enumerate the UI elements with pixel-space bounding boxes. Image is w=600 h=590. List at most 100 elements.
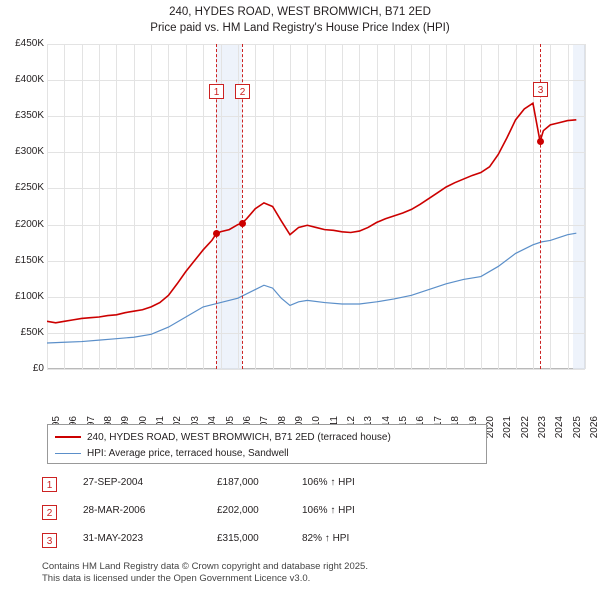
row-marker-1: 1 <box>42 477 57 492</box>
gridline-vertical <box>307 44 309 369</box>
gridline-vertical <box>324 44 326 369</box>
row-date-1: 27-SEP-2004 <box>83 477 144 488</box>
highlight-band-2 <box>572 44 585 369</box>
gridline-horizontal <box>47 152 585 154</box>
legend-label-price-paid: 240, HYDES ROAD, WEST BROMWICH, B71 2ED … <box>87 431 391 443</box>
row-price-3: £315,000 <box>217 533 259 544</box>
marker-vline-1 <box>216 44 218 369</box>
transactions-table: 1 27-SEP-2004 £187,000 106% ↑ HPI 2 28-M… <box>42 474 562 558</box>
gridline-vertical <box>550 44 552 369</box>
gridline-vertical <box>289 44 291 369</box>
gridline-vertical <box>99 44 101 369</box>
series-container <box>47 101 577 344</box>
footer-line-2: This data is licensed under the Open Gov… <box>42 573 311 584</box>
y-tick-label: £150K <box>15 254 44 266</box>
gridline-vertical <box>480 44 482 369</box>
gridline-horizontal <box>47 332 585 334</box>
marker-vline-3 <box>540 44 542 369</box>
row-date-2: 28-MAR-2006 <box>83 505 146 516</box>
gridline-vertical <box>47 44 48 369</box>
gridline-vertical <box>185 44 187 369</box>
gridline-vertical <box>203 44 205 369</box>
gridline-vertical <box>428 44 430 369</box>
x-axis-labels: 1995199619971998199920002001200220032004… <box>47 372 600 438</box>
y-tick-label: £0 <box>32 363 44 374</box>
table-row: 1 27-SEP-2004 £187,000 106% ↑ HPI <box>42 474 562 502</box>
gridline-vertical <box>359 44 361 369</box>
x-tick-label: 2023 <box>536 416 548 439</box>
page-title: 240, HYDES ROAD, WEST BROMWICH, B71 2ED … <box>0 4 600 36</box>
y-tick-label: £50K <box>20 326 44 338</box>
table-row: 3 31-MAY-2023 £315,000 82% ↑ HPI <box>42 530 562 558</box>
gridline-vertical <box>81 44 83 369</box>
row-price-1: £187,000 <box>217 477 259 488</box>
y-tick-label: £450K <box>15 38 44 49</box>
gridline-vertical <box>463 44 465 369</box>
x-tick-label: 2025 <box>571 416 583 439</box>
gridline-vertical <box>567 44 569 369</box>
marker-label-2[interactable]: 2 <box>235 84 251 99</box>
row-hpi-1: 106% ↑ HPI <box>302 477 355 488</box>
legend-swatch-hpi <box>55 452 81 454</box>
gridline-horizontal <box>47 80 585 82</box>
gridline-vertical <box>64 44 66 369</box>
row-price-2: £202,000 <box>217 505 259 516</box>
footer-line-1: Contains HM Land Registry data © Crown c… <box>42 561 368 572</box>
row-hpi-3: 82% ↑ HPI <box>302 533 350 544</box>
gridline-vertical <box>237 44 239 369</box>
marker-vline-2 <box>242 44 244 369</box>
marker-label-1[interactable]: 1 <box>209 84 225 99</box>
gridline-horizontal <box>47 116 585 118</box>
y-tick-label: £200K <box>15 218 44 230</box>
data-point-3[interactable] <box>536 138 544 145</box>
legend-item-hpi: HPI: Average price, terraced house, Sand… <box>55 446 479 460</box>
gridline-vertical <box>585 44 586 369</box>
y-tick-label: £400K <box>15 74 44 86</box>
legend-label-hpi: HPI: Average price, terraced house, Sand… <box>87 447 289 459</box>
gridline-vertical <box>168 44 170 369</box>
gridline-horizontal <box>47 260 585 262</box>
x-tick-label: 2024 <box>554 416 566 439</box>
gridline-vertical <box>515 44 517 369</box>
gridline-vertical <box>220 44 222 369</box>
y-tick-label: £300K <box>15 146 44 158</box>
gridline-horizontal <box>47 44 585 45</box>
x-tick-label: 2022 <box>519 416 531 439</box>
gridline-horizontal <box>47 188 585 190</box>
title-line-1: 240, HYDES ROAD, WEST BROMWICH, B71 2ED <box>169 6 431 18</box>
marker-label-3[interactable]: 3 <box>533 82 549 97</box>
gridline-vertical <box>255 44 257 369</box>
row-marker-2: 2 <box>42 505 57 520</box>
data-point-1[interactable] <box>212 230 220 238</box>
x-tick-label: 2026 <box>589 416 600 439</box>
gridline-horizontal <box>47 296 585 298</box>
gridline-vertical <box>532 44 534 369</box>
y-axis-labels: £0 £50K £100K £150K £200K £250K £300K £350K £400… <box>0 38 44 374</box>
row-marker-3: 3 <box>42 533 57 548</box>
gridline-vertical <box>133 44 135 369</box>
gridline-horizontal <box>47 224 585 226</box>
series-line <box>47 101 577 324</box>
data-point-2[interactable] <box>238 219 246 227</box>
gridline-horizontal <box>47 369 585 370</box>
footer-note: Contains HM Land Registry data © Crown c… <box>42 561 582 585</box>
gridline-vertical <box>116 44 118 369</box>
y-tick-label: £100K <box>15 290 44 302</box>
chart-legend: 240, HYDES ROAD, WEST BROMWICH, B71 2ED … <box>47 424 487 464</box>
legend-item-price-paid: 240, HYDES ROAD, WEST BROMWICH, B71 2ED … <box>55 430 479 444</box>
y-tick-label: £350K <box>15 110 44 122</box>
x-tick-label: 2021 <box>502 416 514 439</box>
row-hpi-2: 106% ↑ HPI <box>302 505 355 516</box>
gridline-vertical <box>394 44 396 369</box>
gridline-vertical <box>376 44 378 369</box>
gridline-vertical <box>498 44 500 369</box>
gridline-vertical <box>446 44 448 369</box>
gridline-vertical <box>411 44 413 369</box>
gridline-vertical <box>342 44 344 369</box>
table-row: 2 28-MAR-2006 £202,000 106% ↑ HPI <box>42 502 562 530</box>
y-tick-label: £250K <box>15 182 44 194</box>
series-line <box>47 232 577 344</box>
title-line-2: Price paid vs. HM Land Registry's House … <box>150 22 450 34</box>
